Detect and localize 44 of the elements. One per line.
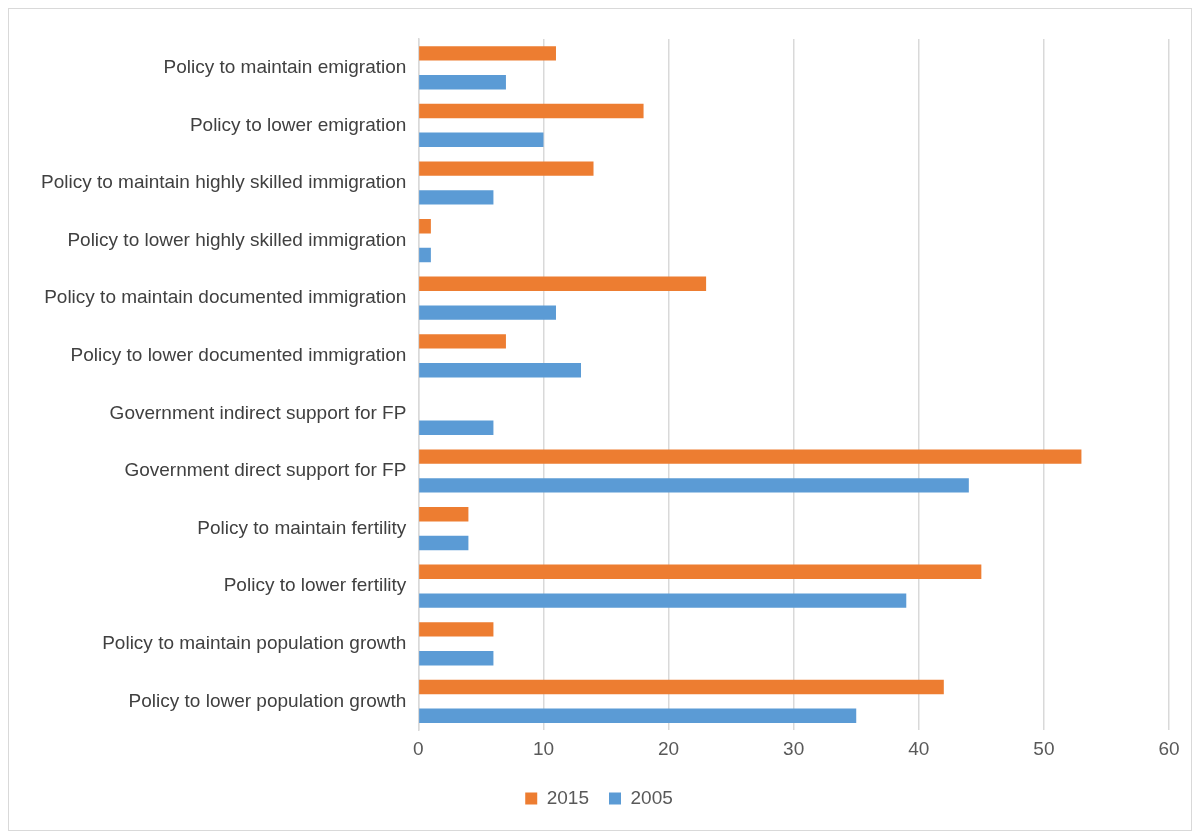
bar	[419, 132, 544, 147]
bar	[419, 276, 707, 291]
x-tick-label: 40	[908, 737, 930, 759]
x-tick-label: 20	[658, 737, 680, 759]
y-tick-label: Policy to maintain population growth	[102, 632, 407, 654]
x-tick-label: 0	[413, 737, 424, 759]
y-tick-label: Government indirect support for FP	[109, 401, 407, 423]
bar	[419, 363, 582, 378]
legend-label: 2005	[630, 786, 673, 808]
y-tick-label: Policy to maintain highly skilled immigration	[40, 171, 407, 193]
bar	[419, 420, 494, 435]
bar	[419, 75, 506, 90]
bar	[419, 334, 506, 349]
y-tick-label: Policy to lower documented immigration	[70, 344, 407, 366]
y-tick-label: Government direct support for FP	[124, 459, 407, 481]
x-tick-label: 50	[1033, 737, 1055, 759]
y-tick-label: Policy to maintain documented immigration	[44, 286, 407, 308]
y-tick-label: Policy to maintain fertility	[197, 516, 407, 538]
y-tick-label: Policy to lower emigration	[189, 113, 407, 135]
legend-label: 2015	[546, 786, 590, 808]
bar	[419, 535, 469, 551]
bar	[419, 247, 431, 263]
bar	[419, 708, 857, 723]
bar	[419, 622, 494, 637]
bar	[419, 190, 494, 205]
bar	[419, 103, 644, 119]
y-tick-label: Policy to maintain emigration	[163, 56, 407, 78]
y-tick-label: Policy to lower fertility	[223, 574, 407, 596]
bar	[419, 478, 969, 493]
bar	[419, 593, 907, 608]
x-tick-label: 10	[532, 737, 555, 759]
bar	[419, 507, 469, 522]
bar	[419, 46, 556, 61]
x-tick-label: 30	[783, 737, 805, 759]
bar	[419, 305, 556, 320]
y-tick-label: Policy to lower population growth	[128, 689, 407, 711]
bar	[419, 679, 944, 695]
y-tick-label: Policy to lower highly skilled immigration	[67, 228, 407, 250]
bar	[419, 449, 1082, 464]
bar	[419, 651, 494, 666]
bar	[419, 219, 431, 234]
x-tick-label: 60	[1158, 737, 1180, 759]
bar	[419, 161, 594, 176]
bar	[419, 564, 982, 579]
